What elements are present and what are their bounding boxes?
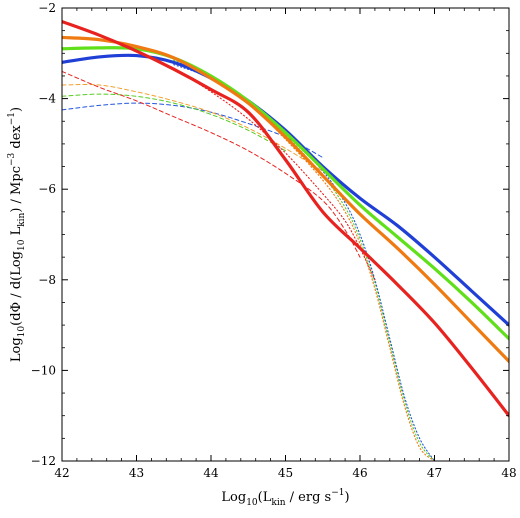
series-layer (62, 19, 509, 461)
series-dotted-line-10 (173, 57, 436, 461)
x-axis-title: Log10(Lkin / erg s−1) (221, 488, 349, 508)
series-dotted-line-11 (98, 34, 376, 281)
y-tick-label: −12 (31, 454, 56, 468)
plot-frame (61, 7, 510, 462)
series-solid-line-1 (62, 46, 509, 341)
y-axis-title: Log10(dΦ / d(Log10 Lkin) / Mpc−3 dex−1) (7, 107, 27, 362)
x-tick-label: 46 (352, 466, 367, 480)
x-tick-label: 42 (54, 466, 69, 480)
y-tick-label: −6 (38, 182, 56, 196)
series-dashed-line-6 (62, 84, 324, 172)
series-dotted-line-8 (173, 64, 436, 461)
x-tick-label: 44 (203, 466, 219, 480)
series-dashed-line-7 (62, 70, 361, 258)
y-tick-label: −10 (31, 363, 56, 377)
x-tick-label: 47 (427, 466, 442, 480)
x-tick-label: 45 (278, 466, 293, 480)
x-tick-label: 43 (129, 466, 144, 480)
y-tick-label: −2 (38, 1, 56, 15)
x-tick-label: 48 (501, 466, 516, 480)
y-tick-label: −8 (38, 273, 56, 287)
series-dashed-line-5 (62, 93, 286, 152)
ticks-layer: 42 43 44 45 46 47 48 −12 −10 −8 −6 −4 −2 (31, 1, 517, 480)
series-solid-line-0 (62, 53, 509, 327)
series-dotted-line-9 (173, 59, 436, 461)
series-solid-line-2 (62, 35, 509, 363)
series-solid-line-3 (62, 19, 509, 418)
y-tick-label: −4 (38, 92, 56, 106)
